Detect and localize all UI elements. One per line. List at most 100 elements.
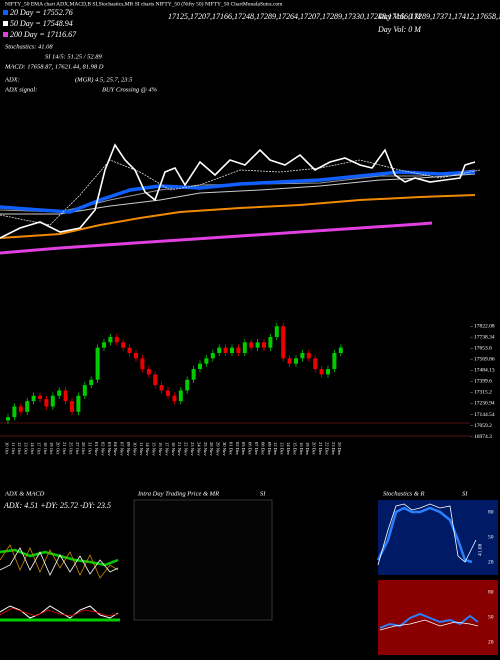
header: NIFTY_50 EMA chart ADX,MACD,B SI,Stochas… xyxy=(5,0,283,7)
candle-body xyxy=(338,347,343,353)
candle-body xyxy=(274,326,279,337)
candle-body xyxy=(223,347,228,353)
x-tick-label: 17 Nov xyxy=(164,442,169,456)
x-tick-label: 17 Oct xyxy=(36,442,41,455)
candle-body xyxy=(294,358,298,364)
macd: MACD: 17658.87, 17621.44, 81.98 D xyxy=(4,63,104,70)
candle-body xyxy=(332,353,337,370)
x-tick-label: 23 Dec xyxy=(331,442,336,455)
panel-title: ADX & MACD xyxy=(4,490,45,497)
x-tick-label: 16 Nov xyxy=(158,442,163,456)
x-tick-label: 14 Oct xyxy=(30,442,35,455)
x-tick-label: 19 Dec xyxy=(305,442,310,455)
candle-body xyxy=(70,401,74,412)
x-tick-label: 16 Dec xyxy=(299,442,304,455)
candle-body xyxy=(185,379,190,391)
rsi-tick-label: 50 xyxy=(488,614,494,620)
candle-body xyxy=(210,353,215,359)
candle-body xyxy=(306,353,311,359)
candle-body xyxy=(12,406,17,418)
x-tick-label: 25 Oct xyxy=(68,442,73,455)
x-tick-label: 21 Nov xyxy=(177,442,182,456)
candle-body xyxy=(18,406,23,412)
panel-title: SI xyxy=(260,490,266,497)
candle-body xyxy=(95,347,100,380)
ema20: 20 Day = 17552.76 xyxy=(10,8,73,17)
rsi-tick-label: 80 xyxy=(488,589,494,595)
x-tick-label: 11 Oct xyxy=(11,442,16,455)
close-price: 17125,17207,17166,17248,17289,17264,1720… xyxy=(168,12,500,21)
candle-body xyxy=(262,342,266,348)
candle-body xyxy=(50,395,55,407)
x-tick-label: 30 Nov xyxy=(222,442,227,456)
x-tick-label: 14 Nov xyxy=(145,442,150,456)
stoch-tick-label: 50 xyxy=(488,534,494,540)
price-line xyxy=(0,143,476,239)
candle-body xyxy=(230,347,234,353)
y-tick-label: 17059.2 xyxy=(474,423,492,429)
x-tick-label: 04 Nov xyxy=(113,442,118,456)
candle-body xyxy=(217,347,222,353)
x-tick-label: 13 Dec xyxy=(280,442,285,455)
candle-body xyxy=(121,342,126,348)
x-tick-label: 25 Nov xyxy=(203,442,208,456)
macd-line xyxy=(0,605,119,619)
x-tick-label: 22 Dec xyxy=(324,442,329,455)
y-tick-label: 17569.86 xyxy=(474,356,495,362)
candle-body xyxy=(236,347,241,353)
x-tick-label: 23 Nov xyxy=(190,442,195,456)
x-tick-label: 14 Dec xyxy=(286,442,291,455)
y-tick-label: 17822.08 xyxy=(474,324,495,330)
candle-body xyxy=(166,390,170,396)
candle-body xyxy=(268,336,273,348)
y-tick-label: 17484.13 xyxy=(474,368,495,374)
day-volume: Day Vol: 0 M xyxy=(377,25,422,34)
candle-body xyxy=(31,395,36,402)
adx-signal-value: BUY Crossing @ 4% xyxy=(102,86,158,93)
candle-body xyxy=(127,347,132,353)
x-tick-label: 20 Dec xyxy=(312,442,317,455)
candle-body xyxy=(204,358,209,364)
candle-body xyxy=(242,342,247,353)
x-tick-label: 18 Nov xyxy=(171,442,176,456)
y-tick-label: 16974.3 xyxy=(474,434,492,440)
minus-di-line xyxy=(0,547,119,576)
plus-di-line xyxy=(0,544,119,579)
candle-body xyxy=(178,390,183,402)
rsi-tick-label: 20 xyxy=(488,639,494,645)
adx-signal: ADX signal: xyxy=(4,86,37,93)
panel-title: SI xyxy=(462,490,468,497)
candle-body xyxy=(146,369,151,375)
si: SI 14/5: 51.25 / 52.89 xyxy=(45,53,102,60)
x-tick-label: 26 Dec xyxy=(337,442,342,455)
stochastics: Stochastics: 41.08 xyxy=(5,43,53,50)
candle-body xyxy=(44,399,49,407)
x-tick-label: 10 Nov xyxy=(132,442,137,456)
candle-body xyxy=(159,385,164,391)
x-tick-label: 05 Dec xyxy=(241,442,246,455)
x-tick-label: 28 Oct xyxy=(81,442,86,455)
adx-values: (MGR) 4.5, 25.7, 23.5 xyxy=(75,76,133,83)
mrsi-line xyxy=(379,619,479,631)
candle-body xyxy=(108,336,113,343)
stoch-k-line xyxy=(376,506,473,564)
panel-title: Stochastics & R xyxy=(383,490,425,497)
candle-body xyxy=(25,401,30,412)
x-tick-label: 02 Dec xyxy=(235,442,240,455)
candle-body xyxy=(198,363,202,370)
y-tick-label: 17315.2 xyxy=(474,390,492,396)
panel-title: Intra Day Trading Price & MR xyxy=(137,490,219,497)
candle-body xyxy=(172,395,177,402)
ema50: 50 Day = 17548.94 xyxy=(10,19,73,28)
y-tick-label: 17653.6 xyxy=(474,345,492,351)
candle-body xyxy=(255,342,260,348)
x-tick-label: 09 Nov xyxy=(126,442,131,456)
x-tick-label: 07 Dec xyxy=(254,442,259,455)
candle-body xyxy=(313,358,318,370)
legend-swatch xyxy=(3,21,8,26)
rsi-panel xyxy=(378,580,498,655)
x-tick-label: 24 Nov xyxy=(196,442,201,456)
x-tick-label: 09 Dec xyxy=(267,442,272,455)
stoch-tick-label: 20 xyxy=(488,559,494,565)
